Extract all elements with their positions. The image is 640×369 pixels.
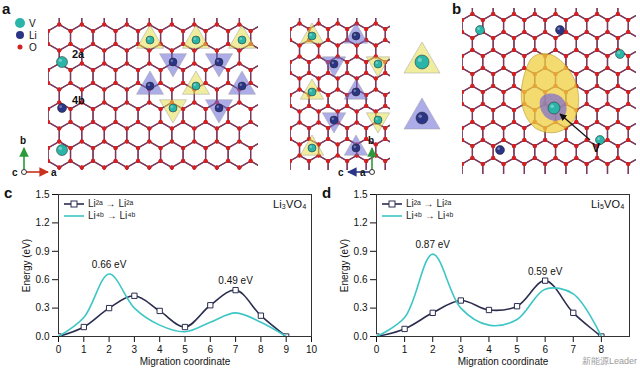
svg-text:0.0: 0.0 [354, 331, 368, 342]
svg-text:0.6: 0.6 [354, 274, 368, 285]
svg-text:8: 8 [599, 344, 605, 355]
svg-text:0.59 eV: 0.59 eV [528, 266, 563, 277]
svg-text:2: 2 [430, 344, 436, 355]
svg-text:0.9: 0.9 [36, 246, 50, 257]
svg-text:5: 5 [514, 344, 520, 355]
svg-text:7: 7 [233, 344, 239, 355]
svg-text:a: a [2, 0, 11, 17]
svg-text:1: 1 [81, 344, 87, 355]
svg-text:Energy (eV): Energy (eV) [21, 239, 32, 292]
svg-text:0.49 eV: 0.49 eV [218, 275, 253, 286]
svg-text:1.2: 1.2 [354, 217, 368, 228]
svg-text:Li: Li [29, 30, 37, 41]
svg-text:6: 6 [208, 344, 214, 355]
svg-text:Migration coordinate: Migration coordinate [140, 356, 231, 367]
svg-text:7: 7 [570, 344, 576, 355]
svg-text:10: 10 [306, 344, 318, 355]
svg-text:6: 6 [542, 344, 548, 355]
svg-text:a: a [360, 167, 366, 178]
svg-text:4: 4 [486, 344, 492, 355]
svg-text:0.9: 0.9 [354, 246, 368, 257]
svg-text:Energy (eV): Energy (eV) [339, 239, 350, 292]
html-text:d: d [322, 184, 332, 201]
svg-text:1.5: 1.5 [354, 189, 368, 200]
svg-text:c: c [12, 167, 18, 178]
svg-text:0.0: 0.0 [36, 331, 50, 342]
svg-text:0.6: 0.6 [36, 274, 50, 285]
html-text:新能源Leader: 新能源Leader [582, 356, 637, 366]
html-text:c: c [4, 184, 13, 201]
svg-text:V: V [592, 141, 600, 155]
svg-text:0.3: 0.3 [36, 302, 50, 313]
svg-text:Li₅VO₄: Li₅VO₄ [591, 198, 625, 210]
html-text:Li²ᵃ → Li²ᵃ: Li²ᵃ → Li²ᵃ [88, 198, 134, 209]
svg-text:4: 4 [157, 344, 163, 355]
svg-text:V: V [29, 18, 36, 29]
svg-text:c: c [338, 167, 344, 178]
svg-text:0: 0 [374, 344, 380, 355]
svg-text:3: 3 [132, 344, 138, 355]
svg-text:0.3: 0.3 [354, 302, 368, 313]
svg-text:9: 9 [283, 344, 289, 355]
svg-text:2a: 2a [72, 48, 85, 60]
svg-text:a: a [51, 167, 57, 178]
svg-text:5: 5 [182, 344, 188, 355]
svg-text:3: 3 [458, 344, 464, 355]
svg-text:8: 8 [258, 344, 264, 355]
svg-text:Li₃VO₄: Li₃VO₄ [273, 198, 307, 210]
svg-text:O: O [29, 42, 37, 53]
svg-text:1: 1 [402, 344, 408, 355]
svg-text:b: b [452, 0, 461, 17]
svg-text:1.2: 1.2 [36, 217, 50, 228]
html-text:Li⁴ᵇ → Li⁴ᵇ: Li⁴ᵇ → Li⁴ᵇ [88, 210, 136, 221]
html-text:Li²ᵃ → Li²ᵃ: Li²ᵃ → Li²ᵃ [406, 198, 452, 209]
svg-text:2: 2 [106, 344, 112, 355]
svg-text:1.5: 1.5 [36, 189, 50, 200]
svg-text:0.66 eV: 0.66 eV [92, 259, 127, 270]
svg-text:0.87 eV: 0.87 eV [415, 239, 450, 250]
svg-text:4b: 4b [72, 94, 85, 106]
svg-text:b: b [20, 135, 26, 146]
svg-text:b: b [368, 135, 374, 146]
svg-text:Migration coordinate: Migration coordinate [458, 356, 549, 367]
html-text:Li⁴ᵇ → Li⁴ᵇ: Li⁴ᵇ → Li⁴ᵇ [406, 210, 454, 221]
svg-text:0: 0 [56, 344, 62, 355]
